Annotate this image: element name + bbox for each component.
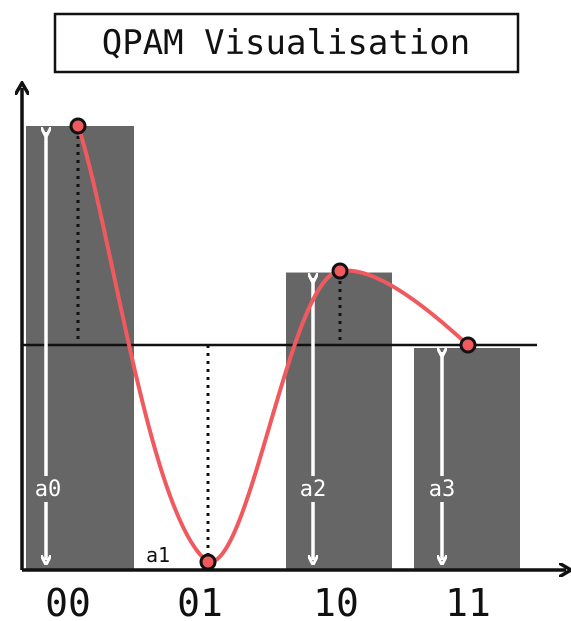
tick-10: 10 <box>313 581 359 621</box>
tick-01: 01 <box>177 581 223 621</box>
bar-10 <box>286 272 392 570</box>
tick-labels: 00 01 10 11 <box>45 581 491 621</box>
point-01 <box>199 553 217 571</box>
tick-00: 00 <box>45 581 91 621</box>
title-box: QPAM Visualisation <box>53 12 520 74</box>
label-bg-a2 <box>296 476 330 502</box>
bars-group <box>26 126 520 570</box>
label-bg-a3 <box>425 476 459 502</box>
label-a3: a3 <box>429 477 456 502</box>
point-00 <box>69 117 87 135</box>
sample-points <box>69 117 477 571</box>
point-11 <box>459 336 477 354</box>
amplitude-labels: a0 a1 a2 a3 <box>32 476 459 567</box>
interpolation-curve <box>76 125 470 564</box>
label-bg-a0 <box>32 476 64 502</box>
tick-11: 11 <box>445 581 491 621</box>
title-text: QPAM Visualisation <box>102 23 470 63</box>
label-a2: a2 <box>300 477 327 502</box>
label-a0: a0 <box>35 477 62 502</box>
axes <box>22 88 566 570</box>
bar-00 <box>26 126 134 570</box>
point-10 <box>331 262 349 280</box>
title-frame <box>53 12 520 74</box>
bar-11 <box>414 348 520 570</box>
label-a1: a1 <box>146 543 170 567</box>
